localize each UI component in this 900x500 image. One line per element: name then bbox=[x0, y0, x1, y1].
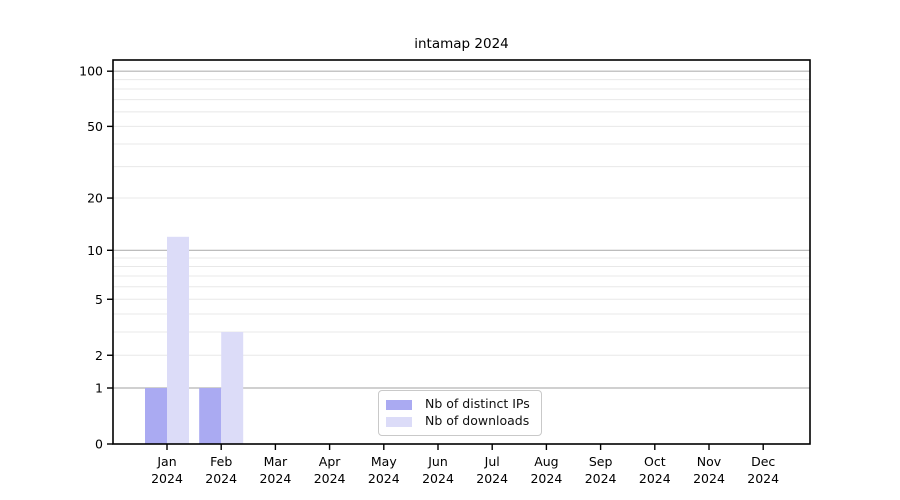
x-tick-label-year-jul: 2024 bbox=[476, 471, 508, 486]
legend-swatch-distinct-ips bbox=[386, 399, 412, 410]
x-tick-label-year-jun: 2024 bbox=[422, 471, 454, 486]
chart-title: intamap 2024 bbox=[414, 36, 509, 52]
legend: Nb of distinct IPs Nb of downloads bbox=[378, 390, 542, 436]
y-tick-label-0: 0 bbox=[95, 437, 103, 452]
bar-nb-of-downloads-feb bbox=[221, 332, 244, 444]
bar-nb-of-downloads-jan bbox=[167, 236, 189, 444]
x-tick-label-month-mar: Mar bbox=[264, 454, 288, 469]
x-tick-label-year-dec: 2024 bbox=[747, 471, 779, 486]
x-tick-label-year-feb: 2024 bbox=[205, 471, 237, 486]
x-tick-label-month-may: May bbox=[371, 454, 397, 469]
y-tick-label-2: 2 bbox=[95, 348, 103, 363]
x-tick-label-year-oct: 2024 bbox=[639, 471, 671, 486]
x-tick-label-month-aug: Aug bbox=[534, 454, 558, 469]
y-tick-label-100: 100 bbox=[79, 64, 103, 79]
bar-nb-of-distinct-ips-feb bbox=[199, 388, 222, 444]
legend-swatch-downloads bbox=[386, 416, 412, 427]
x-tick-label-year-mar: 2024 bbox=[259, 471, 291, 486]
legend-item-distinct-ips: Nb of distinct IPs bbox=[386, 396, 533, 413]
y-tick-label-20: 20 bbox=[87, 191, 103, 206]
y-tick-label-1: 1 bbox=[95, 381, 103, 396]
bar-nb-of-distinct-ips-jan bbox=[145, 388, 167, 444]
x-tick-label-month-feb: Feb bbox=[210, 454, 232, 469]
x-tick-label-month-oct: Oct bbox=[644, 454, 666, 469]
x-tick-label-year-apr: 2024 bbox=[314, 471, 346, 486]
x-tick-label-year-aug: 2024 bbox=[530, 471, 562, 486]
x-tick-label-month-jan: Jan bbox=[156, 454, 176, 469]
x-tick-label-year-nov: 2024 bbox=[693, 471, 725, 486]
x-tick-label-year-may: 2024 bbox=[368, 471, 400, 486]
y-tick-label-5: 5 bbox=[95, 292, 103, 307]
legend-label-distinct-ips: Nb of distinct IPs bbox=[425, 396, 530, 412]
x-tick-label-month-sep: Sep bbox=[589, 454, 613, 469]
x-tick-label-month-jun: Jun bbox=[427, 454, 448, 469]
x-tick-label-year-sep: 2024 bbox=[585, 471, 617, 486]
y-tick-label-50: 50 bbox=[87, 119, 103, 134]
plot-spines bbox=[112, 59, 811, 445]
x-tick-label-month-nov: Nov bbox=[697, 454, 722, 469]
x-tick-label-year-jan: 2024 bbox=[151, 471, 183, 486]
y-tick-label-10: 10 bbox=[87, 243, 103, 258]
x-tick-label-month-jul: Jul bbox=[484, 454, 500, 469]
x-tick-label-month-apr: Apr bbox=[319, 454, 341, 469]
legend-label-downloads: Nb of downloads bbox=[425, 413, 530, 429]
legend-item-downloads: Nb of downloads bbox=[386, 413, 533, 430]
x-tick-label-month-dec: Dec bbox=[751, 454, 775, 469]
